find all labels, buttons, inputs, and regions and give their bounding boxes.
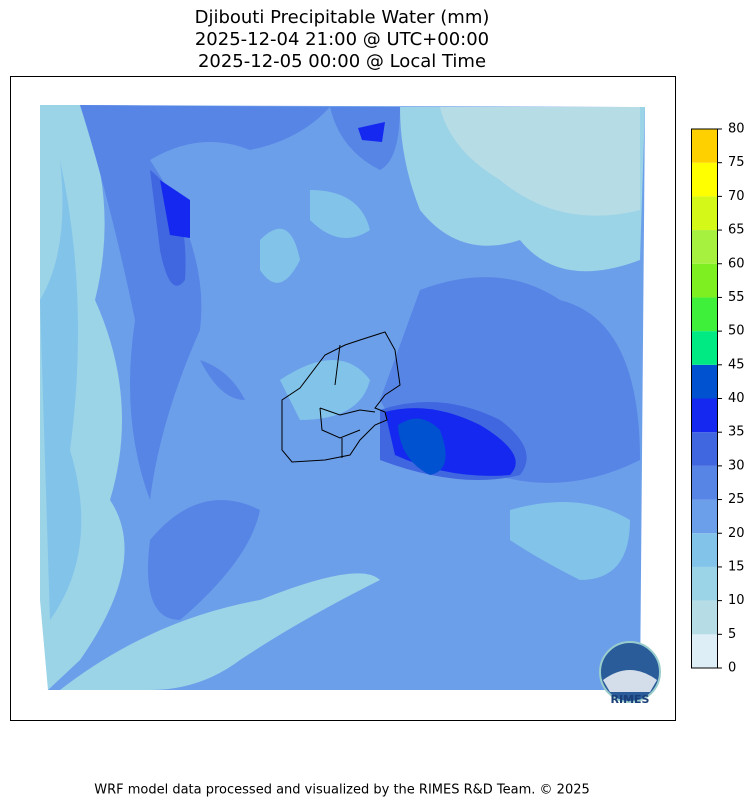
contour-region xyxy=(440,107,640,216)
map-field xyxy=(40,105,645,690)
colorbar-tick-label: 70 xyxy=(728,189,745,204)
logo: RIMES xyxy=(599,641,661,706)
colorbar-tick-label: 35 xyxy=(728,425,745,440)
colorbar-tick-label: 45 xyxy=(728,357,745,372)
footer: WRF model data processed and visualized … xyxy=(94,783,590,798)
colorbar-tick-label: 10 xyxy=(728,593,745,608)
colorbar-band xyxy=(691,196,718,231)
colorbar-band xyxy=(691,364,718,399)
contour-region xyxy=(60,573,380,690)
contour-region xyxy=(358,122,385,142)
colorbar-band xyxy=(691,566,718,601)
colorbar-tick-label: 60 xyxy=(728,256,745,271)
colorbar-band xyxy=(691,465,718,500)
colorbar-band xyxy=(691,499,718,534)
contour-region xyxy=(200,360,245,400)
contour-region xyxy=(398,418,446,475)
contour-region xyxy=(260,228,300,283)
colorbar-tick-label: 55 xyxy=(728,290,745,305)
colorbar-band xyxy=(691,634,718,668)
contour-region xyxy=(148,500,260,620)
colorbar-tick-label: 25 xyxy=(728,492,745,507)
contour-region xyxy=(160,180,190,238)
colorbar-tick-label: 20 xyxy=(728,526,745,541)
title-line: Djibouti Precipitable Water (mm) xyxy=(195,7,490,28)
colorbar-band xyxy=(691,331,718,365)
contour-region xyxy=(280,360,370,420)
contour-region xyxy=(40,160,82,620)
colorbar-tick-label: 65 xyxy=(728,223,745,238)
title-line: 2025-12-04 21:00 @ UTC+00:00 xyxy=(195,29,489,50)
logo-text: RIMES xyxy=(611,693,650,706)
colorbar-tick-label: 50 xyxy=(728,324,745,339)
contour-region xyxy=(80,105,330,500)
colorbar-band xyxy=(691,162,718,197)
contour-region xyxy=(310,190,370,238)
colorbar-outline xyxy=(691,128,718,669)
colorbar-band xyxy=(691,600,718,635)
colorbar-tick-label: 80 xyxy=(728,122,745,137)
colorbar-band xyxy=(691,432,718,466)
colorbar: 0 5 10 15 20 25 30 35 40 45 50 55 60 65 70 75 80 xyxy=(691,122,745,676)
colorbar-tick-label: 15 xyxy=(728,559,745,574)
colorbar-band xyxy=(691,129,718,163)
title-line: 2025-12-05 00:00 @ Local Time xyxy=(198,51,486,72)
colorbar-tick-label: 30 xyxy=(728,458,745,473)
colorbar-tick-label: 75 xyxy=(728,155,745,170)
colorbar-band xyxy=(691,297,718,332)
colorbar-band xyxy=(691,263,718,298)
djibouti-border xyxy=(281,331,401,463)
colorbar-tick-label: 5 xyxy=(728,627,736,642)
contour-region xyxy=(510,502,630,580)
contour-region xyxy=(150,170,186,286)
colorbar-tick-label: 0 xyxy=(728,661,736,676)
colorbar-band xyxy=(691,533,718,567)
colorbar-band xyxy=(691,398,718,433)
colorbar-band xyxy=(691,230,718,264)
colorbar-tick-label: 40 xyxy=(728,391,745,406)
